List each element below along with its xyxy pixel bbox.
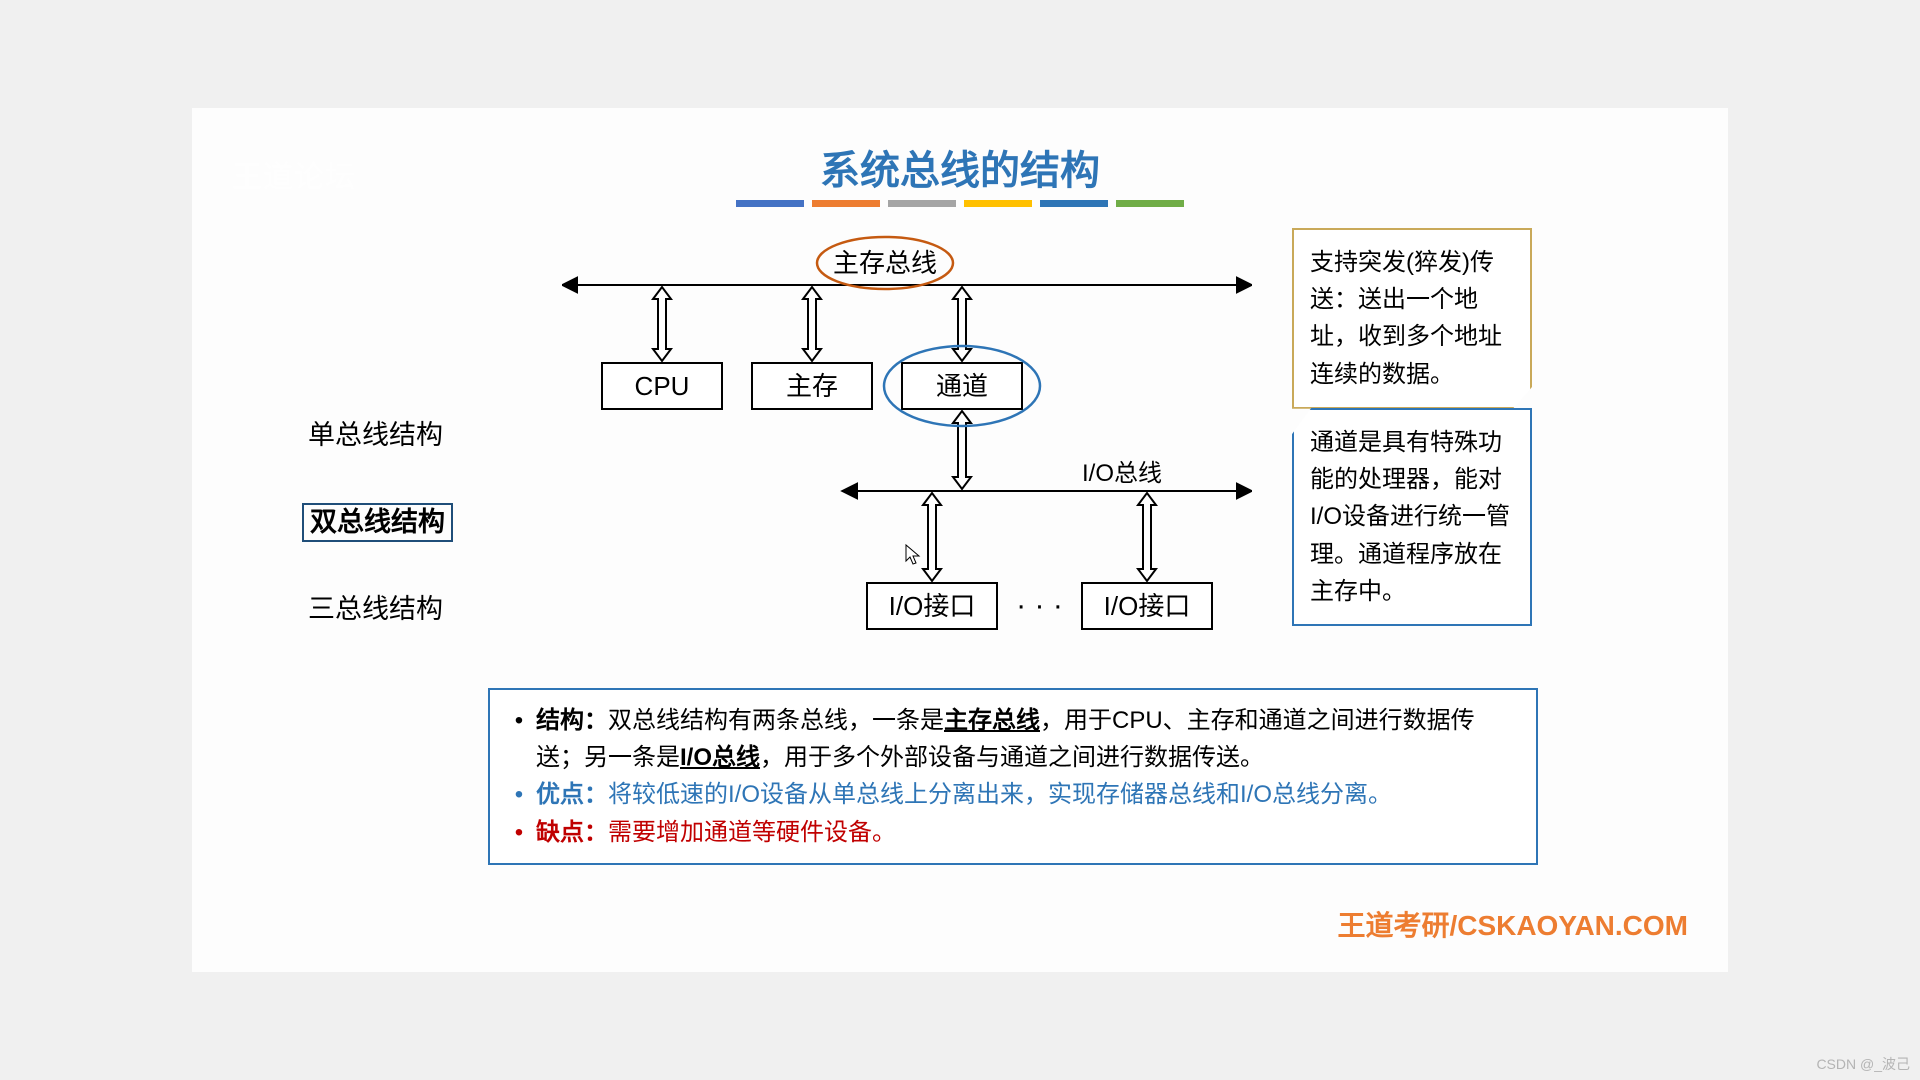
accent-bar (1116, 200, 1184, 207)
svg-text:· · ·: · · · (1016, 589, 1063, 622)
accent-bar (812, 200, 880, 207)
svg-text:通道: 通道 (936, 371, 988, 401)
bus-diagram: 主存总线 I/O总线 CPU 主存 通道 I/O接口 I/O接口 · · · (562, 233, 1252, 653)
svg-text:主存: 主存 (786, 371, 838, 401)
csdn-watermark: CSDN @_波己 (1816, 1054, 1910, 1074)
note-channel: 通道是具有特殊功能的处理器，能对I/O设备进行统一管理。通道程序放在主存中。 (1292, 408, 1532, 626)
menu-item[interactable]: 双总线结构 (302, 503, 453, 542)
slide: 王道论坛 系统总线的结构 单总线结构双总线结构三总线结构 主存总线 I/O总线 CP… (192, 108, 1728, 972)
menu-item[interactable]: 单总线结构 (302, 418, 453, 453)
accent-bar (1040, 200, 1108, 207)
page-title: 系统总线的结构 (820, 138, 1100, 196)
watermark: 王道论坛 (232, 152, 356, 196)
accent-bar (888, 200, 956, 207)
menu-item[interactable]: 三总线结构 (302, 592, 453, 627)
note-burst-transfer: 支持突发(猝发)传送：送出一个地址，收到多个地址连续的数据。 (1292, 228, 1532, 409)
accent-bar (964, 200, 1032, 207)
svg-text:主存总线: 主存总线 (833, 248, 937, 278)
svg-text:I/O接口: I/O接口 (1104, 591, 1191, 621)
svg-text:I/O总线: I/O总线 (1082, 460, 1162, 487)
svg-text:I/O接口: I/O接口 (889, 591, 976, 621)
svg-text:CPU: CPU (635, 371, 690, 401)
bus-type-menu: 单总线结构双总线结构三总线结构 (302, 418, 453, 677)
description-box: •结构：双总线结构有两条总线，一条是主存总线，用于CPU、主存和通道之间进行数据… (488, 688, 1538, 865)
footer-brand: 王道考研/CSKAOYAN.COM (1337, 904, 1688, 944)
accent-bar (736, 200, 804, 207)
accent-bars (736, 200, 1184, 207)
